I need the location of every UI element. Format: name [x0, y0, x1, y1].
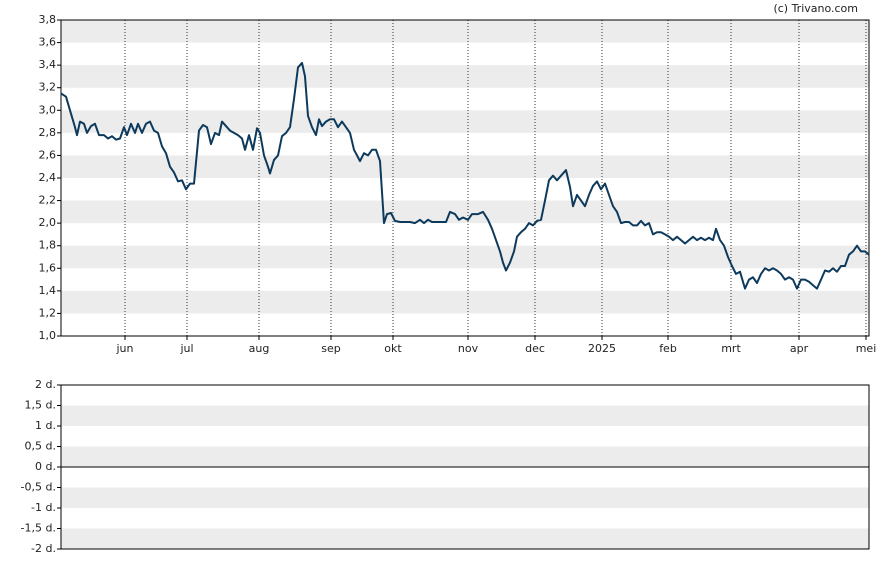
plot-frame: [60, 19, 870, 337]
y-tick-label: 3,0: [39, 103, 57, 116]
y-tick-label: 1,8: [39, 239, 57, 252]
y-tick-label: 3,6: [39, 36, 57, 49]
y-tick-label: 3,4: [39, 58, 57, 71]
y-tick-label: 1,2: [39, 306, 57, 319]
y-tick-label: 2 d.: [35, 378, 56, 391]
grid-band: [61, 110, 869, 133]
x-tick-label: mrt: [721, 342, 741, 355]
x-tick-label: 2025: [588, 342, 616, 355]
y-tick-label: 1,6: [39, 261, 57, 274]
grid-band: [61, 290, 869, 314]
x-tick-label: okt: [384, 342, 402, 355]
y-tick-label: 1,4: [39, 284, 57, 297]
x-tick-label: aug: [249, 342, 270, 355]
copyright: (c) Trivano.com: [773, 2, 858, 15]
y-tick-label: 0 d.: [35, 460, 56, 473]
y-tick-label: 2,6: [39, 148, 57, 161]
x-tick-label: nov: [458, 342, 479, 355]
y-tick-label: 0,5 d.: [25, 440, 56, 453]
y-tick-label: 3,8: [39, 13, 57, 26]
plot-frame: [60, 384, 870, 550]
grid-band: [61, 487, 869, 508]
y-tick-label: 2,2: [39, 194, 57, 207]
y-tick-label: 2,0: [39, 216, 57, 229]
grid-band: [61, 405, 869, 426]
x-tick-label: feb: [659, 342, 677, 355]
grid-band: [61, 65, 869, 88]
price-line: [60, 61, 870, 290]
x-tick-label: sep: [321, 342, 340, 355]
x-tick-label: mei: [856, 342, 877, 355]
y-tick-label: -1 d.: [31, 501, 56, 514]
y-tick-label: -0,5 d.: [21, 481, 56, 494]
y-tick-label: 2,8: [39, 126, 57, 139]
y-tick-label: 3,2: [39, 81, 57, 94]
y-tick-label: -1,5 d.: [21, 522, 56, 535]
y-tick-label: 2,4: [39, 171, 57, 184]
x-tick-label: dec: [525, 342, 545, 355]
x-tick-label: jul: [179, 342, 193, 355]
grid-band: [61, 20, 869, 43]
x-tick-label: jun: [116, 342, 134, 355]
grid-band: [61, 446, 869, 467]
grid-band: [61, 528, 869, 549]
grid-band: [61, 245, 869, 269]
y-tick-label: 1,0: [39, 329, 57, 342]
y-tick-label: 1,5 d.: [25, 399, 56, 412]
y-tick-label: -2 d.: [31, 542, 56, 555]
x-tick-label: apr: [790, 342, 809, 355]
grid-band: [61, 155, 869, 178]
y-tick-label: 1 d.: [35, 419, 56, 432]
grid-band: [61, 200, 869, 224]
